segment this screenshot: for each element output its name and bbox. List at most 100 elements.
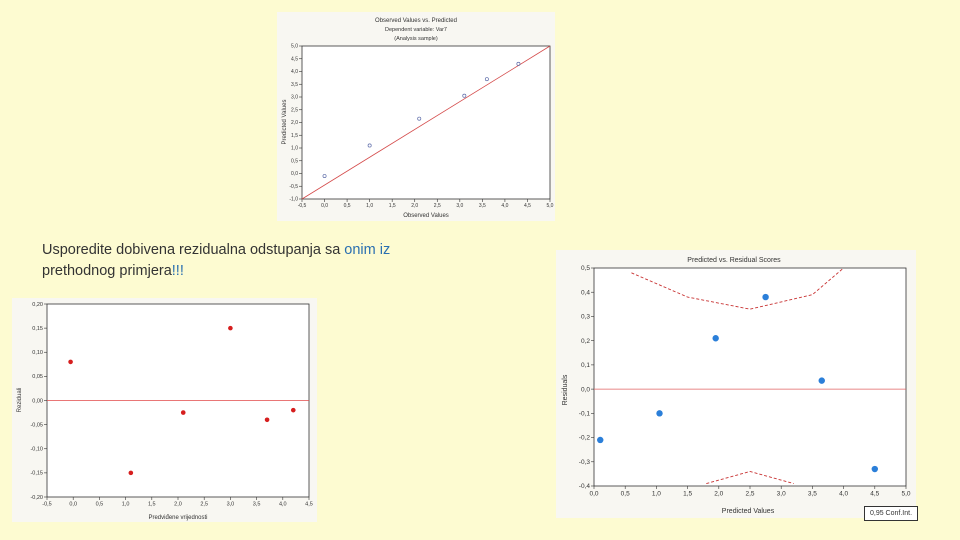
x-tick-label: 3,5 xyxy=(808,491,817,498)
y-tick-label: 0,00 xyxy=(32,398,43,404)
y-tick-label: -0,05 xyxy=(30,422,43,428)
y-tick-label: 2,0 xyxy=(291,120,298,126)
y-tick-label: 1,0 xyxy=(291,146,298,152)
x-tick-label: 2,5 xyxy=(434,203,441,209)
x-tick-label: -0,5 xyxy=(42,502,51,508)
x-tick-label: 2,0 xyxy=(714,491,723,498)
data-point xyxy=(68,359,73,365)
y-tick-label: -0,10 xyxy=(30,447,43,453)
x-tick-label: 4,5 xyxy=(524,203,531,209)
x-tick-label: 3,0 xyxy=(777,491,786,498)
caption-line-1: Usporedite dobivena rezidualna odstupanj… xyxy=(42,240,390,261)
chart-title: Predicted vs. Residual Scores xyxy=(687,257,781,264)
y-tick-label: 3,0 xyxy=(291,95,298,101)
x-tick-label: 0,5 xyxy=(621,491,630,498)
y-tick-label: 0,5 xyxy=(581,265,590,272)
y-axis-label: Residuals xyxy=(562,374,569,405)
x-tick-label: 1,5 xyxy=(148,502,156,508)
y-tick-label: 4,0 xyxy=(291,69,298,75)
y-tick-label: -0,4 xyxy=(579,483,591,490)
x-tick-label: 2,5 xyxy=(200,502,208,508)
x-tick-label: 2,5 xyxy=(745,491,754,498)
x-tick-label: 1,5 xyxy=(683,491,692,498)
x-tick-label: 5,0 xyxy=(901,491,910,498)
data-point xyxy=(871,465,878,473)
y-axis-label: Predicted Values xyxy=(282,100,288,145)
confidence-band-lower xyxy=(706,471,794,485)
x-tick-label: 3,5 xyxy=(253,502,261,508)
x-axis-label: Observed Values xyxy=(403,213,449,219)
y-tick-label: 0,15 xyxy=(32,326,43,332)
y-tick-label: 0,20 xyxy=(32,302,43,308)
y-tick-label: 0,10 xyxy=(32,350,43,356)
y-tick-label: 2,5 xyxy=(291,107,298,113)
y-tick-label: 0,3 xyxy=(581,314,590,321)
data-point xyxy=(417,116,422,121)
y-tick-label: 0,0 xyxy=(581,386,590,393)
x-tick-label: 2,0 xyxy=(174,502,182,508)
data-point xyxy=(367,143,372,148)
y-tick-label: 0,1 xyxy=(581,362,590,369)
y-tick-label: -0,3 xyxy=(579,459,591,466)
chart-title: Observed Values vs. Predicted xyxy=(375,18,457,24)
observed-vs-predicted-chart: Observed Values vs. Predicted Dependent … xyxy=(277,12,555,221)
y-tick-label: 0,0 xyxy=(291,171,298,177)
x-tick-label: 0,0 xyxy=(69,502,77,508)
comparison-caption: Usporedite dobivena rezidualna odstupanj… xyxy=(42,240,390,282)
data-point xyxy=(818,377,825,384)
y-tick-label: 0,5 xyxy=(291,158,298,164)
data-point xyxy=(484,77,489,82)
data-point xyxy=(290,407,296,413)
x-tick-label: 0,5 xyxy=(96,502,104,508)
caption-highlight: onim iz xyxy=(344,242,391,258)
x-tick-label: 0,0 xyxy=(589,491,598,498)
plot-area xyxy=(593,267,907,487)
data-point xyxy=(322,174,327,178)
x-tick-label: 4,0 xyxy=(839,491,848,498)
x-tick-label: -0,5 xyxy=(298,203,307,209)
predicted-vs-residual-svg: Predicted vs. Residual Scores Predicted … xyxy=(562,257,911,515)
x-tick-label: 0,0 xyxy=(321,203,328,209)
fit-line xyxy=(301,45,551,200)
x-tick-label: 1,0 xyxy=(122,502,130,508)
data-point xyxy=(516,61,521,66)
caption-exclamation: !!! xyxy=(171,263,184,279)
x-tick-label: 4,0 xyxy=(501,203,508,209)
y-tick-label: 0,05 xyxy=(32,374,43,380)
x-tick-label: 3,0 xyxy=(456,203,463,209)
y-tick-label: -0,5 xyxy=(289,184,298,190)
y-tick-label: 0,4 xyxy=(581,289,590,296)
y-tick-label: -1,0 xyxy=(289,197,298,203)
data-point xyxy=(228,325,233,331)
x-tick-label: 1,0 xyxy=(366,203,373,209)
x-tick-label: 1,5 xyxy=(389,203,396,209)
chart-subtitle: Dependent variable: Var7 xyxy=(385,27,447,33)
x-axis-label: Predicted Values xyxy=(722,508,775,515)
residuals-chart: Predviđene vrijednosti Reziduali -0,5 0,0… xyxy=(12,298,317,522)
data-point xyxy=(712,335,719,342)
y-tick-label: -0,2 xyxy=(579,435,591,442)
x-tick-label: 1,0 xyxy=(652,491,661,498)
x-tick-label: 2,0 xyxy=(411,203,418,209)
x-tick-label: 4,5 xyxy=(870,491,879,498)
caption-text: Usporedite dobivena rezidualna odstupanj… xyxy=(42,242,345,258)
y-tick-label: -0,20 xyxy=(30,495,43,501)
data-point xyxy=(128,470,134,476)
y-tick-label: 5,0 xyxy=(291,44,298,50)
y-tick-label: 1,5 xyxy=(291,133,298,139)
y-axis-label: Reziduali xyxy=(17,388,23,413)
x-tick-label: 0,5 xyxy=(344,203,351,209)
data-point xyxy=(462,93,467,98)
x-tick-label: 3,5 xyxy=(479,203,486,209)
data-point xyxy=(180,410,186,415)
x-tick-label: 3,0 xyxy=(227,502,235,508)
y-tick-label: -0,15 xyxy=(30,471,43,477)
y-tick-label: 4,5 xyxy=(291,56,298,62)
y-tick-label: 3,5 xyxy=(291,82,298,88)
observed-vs-predicted-svg: Observed Values vs. Predicted Dependent … xyxy=(282,18,554,219)
confidence-interval-legend: 0,95 Conf.Int. xyxy=(864,506,918,521)
data-point xyxy=(597,436,604,444)
chart-subtitle-2: (Analysis sample) xyxy=(394,36,438,42)
data-point xyxy=(762,293,769,301)
confidence-band-upper xyxy=(631,267,844,310)
